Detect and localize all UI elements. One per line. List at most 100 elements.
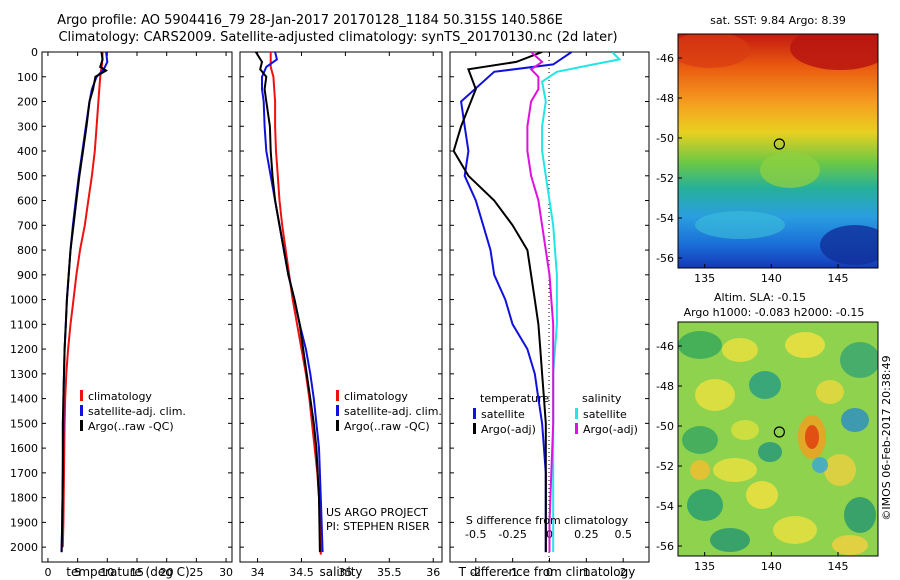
sla-blob — [746, 481, 778, 509]
x-tick-label: 20 — [160, 566, 174, 579]
sla-anomaly-blobs — [678, 331, 878, 555]
sla-blob — [844, 497, 876, 533]
sla-blob — [832, 535, 868, 555]
x-tick-label: 0 — [546, 566, 553, 579]
sla-blob — [722, 338, 758, 362]
sla-blob — [816, 380, 844, 404]
depth-tick-label: 1400 — [10, 393, 38, 406]
sla-blob — [695, 379, 735, 411]
sla-map-title-2: Argo h1000: -0.083 h2000: -0.15 — [684, 306, 865, 319]
sla-blob — [690, 460, 710, 480]
sla-map — [678, 322, 878, 556]
sla-blob — [749, 371, 781, 399]
sla-blob — [713, 458, 757, 482]
map-y-tick-label: -50 — [656, 132, 674, 145]
x-tick-label: 25 — [189, 566, 203, 579]
sla-blob — [812, 457, 828, 473]
legend-label: satellite — [583, 408, 627, 421]
legend-swatch — [473, 423, 476, 434]
x2-tick-label: -0.25 — [498, 528, 526, 541]
sla-map-ticks: 135 140 145 -46 -48 -50 -52 -54 -56 — [656, 340, 848, 573]
sla-blob — [678, 331, 722, 359]
temperature-axis-ticks: 0100200300400500600700800900100011001200… — [10, 46, 233, 579]
imos-watermark: ©IMOS 06-Feb-2017 20:38:49 — [880, 355, 893, 520]
temperature-legend: climatology satellite-adj. clim. Argo(..ra… — [80, 390, 186, 433]
map-x-tick-label: 140 — [761, 560, 782, 573]
x2-tick-label: 0.5 — [614, 528, 632, 541]
x-tick-label: 0 — [44, 566, 51, 579]
depth-tick-label: 1100 — [10, 318, 38, 331]
legend-label: climatology — [88, 390, 152, 403]
legend-swatch — [336, 420, 339, 431]
x-tick-label: 36 — [426, 566, 440, 579]
sla-map-frame — [677, 321, 879, 557]
depth-tick-label: 1600 — [10, 442, 38, 455]
depth-tick-label: 700 — [17, 219, 38, 232]
x-tick-label: 15 — [130, 566, 144, 579]
map-y-tick-label: -48 — [656, 380, 674, 393]
map-y-tick-label: -56 — [656, 540, 674, 553]
legend-label: Argo(-adj) — [583, 423, 638, 436]
depth-tick-label: 2000 — [10, 541, 38, 554]
difference-legend: temperature salinity satellite Argo(-adj) sa… — [473, 392, 638, 436]
profile-line-2 — [254, 52, 321, 553]
map-y-tick-label: -56 — [656, 252, 674, 265]
difference-profile-lines — [452, 52, 622, 553]
sst-cyan-patch — [695, 211, 785, 239]
profile-line-1 — [60, 52, 109, 553]
salinity-legend: climatology satellite-adj. clim. Argo(..ra… — [336, 390, 442, 433]
map-y-tick-label: -54 — [656, 212, 674, 225]
depth-tick-label: 600 — [17, 195, 38, 208]
sla-blob — [687, 489, 723, 521]
header-line-2: Climatology: CARS2009. Satellite-adjuste… — [58, 30, 617, 45]
x2-tick-label: -0.5 — [465, 528, 486, 541]
temperature-panel-frame — [41, 51, 233, 563]
x-tick-label: 30 — [219, 566, 233, 579]
legend-swatch — [473, 408, 476, 419]
x-tick-label: -1 — [507, 566, 518, 579]
depth-tick-label: 300 — [17, 120, 38, 133]
sla-blob — [773, 516, 817, 544]
x2-tick-label: 0.25 — [574, 528, 599, 541]
map-y-tick-label: -48 — [656, 92, 674, 105]
legend-label: Argo(..raw -QC) — [88, 420, 174, 433]
pi-annotation: PI: STEPHEN RISER — [326, 520, 430, 533]
profile-line-temperature-satellite — [460, 52, 573, 553]
sst-cold-patch — [820, 225, 878, 265]
depth-tick-label: 1700 — [10, 467, 38, 480]
sla-blob — [805, 425, 819, 449]
depth-tick-label: 900 — [17, 269, 38, 282]
sst-map-title: sat. SST: 9.84 Argo: 8.39 — [710, 14, 846, 27]
legend-swatch — [80, 405, 83, 416]
legend-label: Argo(-adj) — [481, 423, 536, 436]
sla-blob — [841, 408, 869, 432]
legend-swatch — [80, 420, 83, 431]
sla-map-title-1: Altim. SLA: -0.15 — [714, 291, 806, 304]
temperature-profile-lines — [60, 52, 109, 553]
map-x-tick-label: 135 — [694, 272, 715, 285]
header-line-1: Argo profile: AO 5904416_79 28-Jan-2017 … — [57, 13, 563, 28]
sla-blob — [758, 442, 782, 462]
profile-line-2 — [60, 52, 109, 553]
profile-line-0 — [61, 52, 104, 548]
sla-blob — [710, 528, 750, 552]
depth-tick-label: 500 — [17, 170, 38, 183]
x-tick-label: -2 — [470, 566, 481, 579]
profile-line-salinity-satellite — [540, 52, 622, 553]
sst-eddy-green — [760, 152, 820, 188]
map-y-tick-label: -54 — [656, 500, 674, 513]
x-tick-label: 35 — [338, 566, 352, 579]
map-x-tick-label: 145 — [828, 272, 849, 285]
depth-tick-label: 1800 — [10, 492, 38, 505]
map-y-tick-label: -52 — [656, 172, 674, 185]
x-tick-label: 10 — [100, 566, 114, 579]
legend-swatch — [336, 390, 339, 401]
x-tick-label: 1 — [583, 566, 590, 579]
map-y-tick-label: -50 — [656, 420, 674, 433]
sla-blob — [840, 342, 878, 378]
legend-swatch — [575, 408, 578, 419]
sst-map — [678, 34, 878, 268]
x-tick-label: 34.5 — [289, 566, 314, 579]
sst-argo-position-marker — [773, 138, 785, 150]
